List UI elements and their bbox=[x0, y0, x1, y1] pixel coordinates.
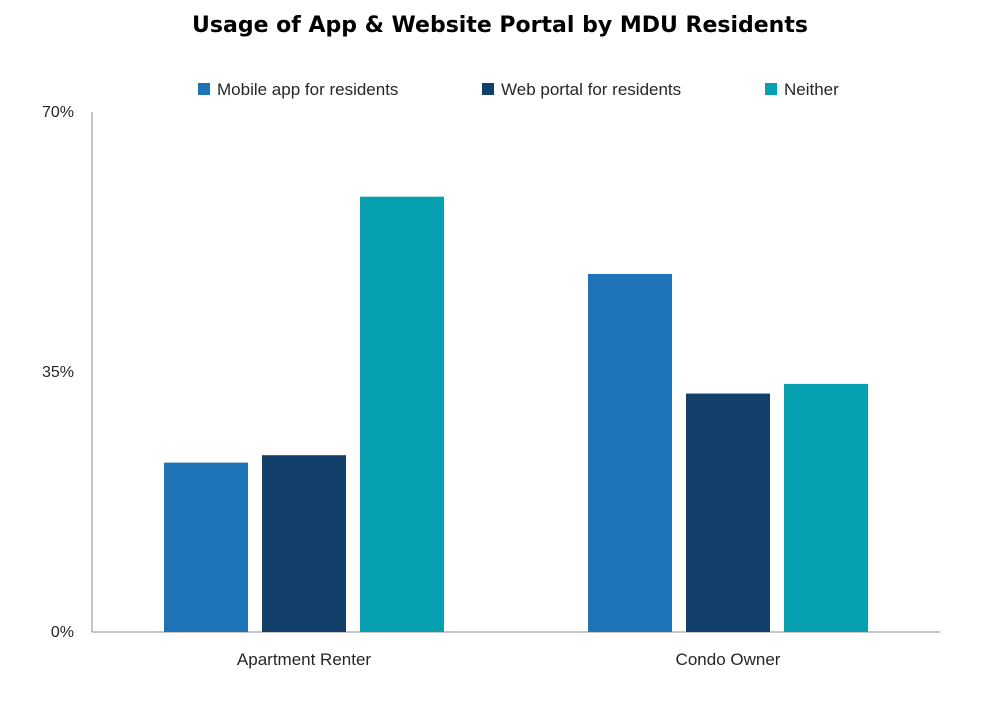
chart-title: Usage of App & Website Portal by MDU Res… bbox=[192, 13, 808, 38]
legend-swatch bbox=[198, 83, 210, 95]
bars bbox=[164, 196, 868, 632]
legend-item-mobile-app-for-residents: Mobile app for residents bbox=[198, 80, 398, 99]
y-tick-label: 70% bbox=[42, 104, 74, 121]
bar-condo-owner-mobile-app-for-residents bbox=[588, 273, 672, 632]
legend-swatch bbox=[482, 83, 494, 95]
legend-label: Mobile app for residents bbox=[217, 80, 398, 99]
y-tick-label: 35% bbox=[42, 364, 74, 381]
legend-label: Web portal for residents bbox=[501, 80, 681, 99]
bar-apartment-renter-neither bbox=[360, 196, 444, 632]
bar-condo-owner-web-portal-for-residents bbox=[686, 393, 770, 632]
x-category-label: Apartment Renter bbox=[237, 650, 372, 669]
category-labels: Apartment Renter Condo Owner bbox=[237, 650, 781, 669]
legend-swatch bbox=[765, 83, 777, 95]
y-tick-labels: 0% 35% 70% bbox=[42, 104, 74, 641]
bar-condo-owner-neither bbox=[784, 383, 868, 632]
bar-apartment-renter-mobile-app-for-residents bbox=[164, 462, 248, 632]
bar-apartment-renter-web-portal-for-residents bbox=[262, 455, 346, 632]
legend-item-neither: Neither bbox=[765, 80, 839, 99]
x-category-label: Condo Owner bbox=[676, 650, 781, 669]
legend: Mobile app for residents Web portal for r… bbox=[198, 80, 839, 99]
legend-item-web-portal-for-residents: Web portal for residents bbox=[482, 80, 681, 99]
legend-label: Neither bbox=[784, 80, 839, 99]
y-tick-label: 0% bbox=[51, 624, 74, 641]
